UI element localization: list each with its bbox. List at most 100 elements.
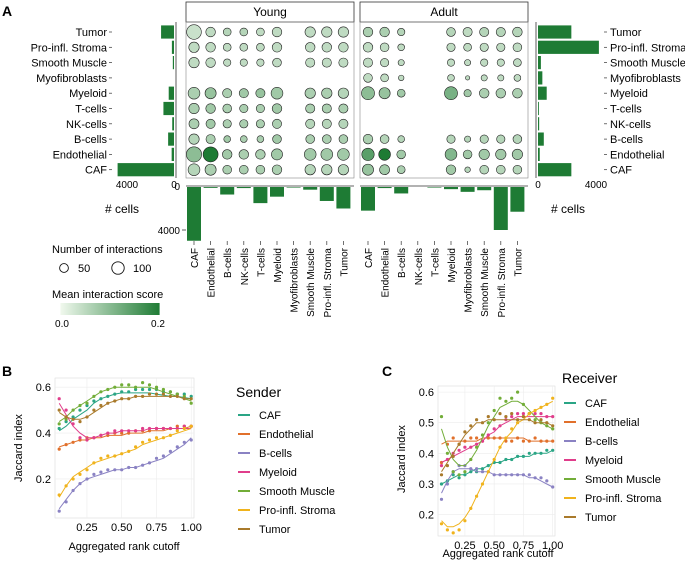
young-dot-t-cells-to-nk-cells [239,104,249,113]
adult-sender-bar-tumor [538,25,572,39]
point-caf [469,470,473,474]
young-receiver-label-nk-cells: NK-cells [240,248,251,285]
panel-b-xlabel: Aggregated rank cutoff [68,541,180,553]
adult-dot-endothelial-to-smooth-muscle [478,148,490,160]
legend-label-tumor: Tumor [259,524,291,536]
fit-line-myeloid [441,416,553,463]
point-tumor [457,442,461,446]
point-b-cells [439,497,444,501]
adult-sender-bar-endothelial [538,147,540,161]
point-smooth-muscle [551,427,555,431]
point-myeloid [113,429,117,433]
adult-dot-endothelial-to-myeloid [444,148,458,161]
point-caf [127,390,131,394]
young-dot-t-cells-to-smooth-muscle [305,103,316,114]
adult-receiver-bar-myofibroblasts [460,187,475,192]
point-smooth-muscle [516,390,520,394]
young-dot-t-cells-to-pro-infl-stroma [321,103,332,114]
young-dot-caf-to-t-cells [255,165,266,175]
point-caf [510,457,514,462]
young-receiver-bar-nk-cells [236,187,251,189]
young-sender-bar-caf [117,163,174,177]
point-smooth-muscle [445,451,449,455]
point-caf [545,448,549,452]
legend-label-caf: CAF [585,398,607,410]
point-b-cells [106,468,110,472]
adult-dot-endothelial-to-endothelial [378,148,391,161]
adult-receiver-label-nk-cells: NK-cells [414,248,425,285]
adult-dot-b-cells-to-endothelial [379,134,390,144]
panel-b-jaccard-plot: 0.25 0.50 0.75 1.00 0.2 0.4 0.6 [36,377,202,534]
point-smooth-muscle [510,396,514,400]
point-pro-infl-stroma [71,477,75,481]
adult-receiver-bar-smooth-muscle [477,187,492,191]
adult-dot-pro-infl-stroma-to-tumor [512,42,523,52]
adult-receiver-bar-b-cells [394,187,409,194]
point-endothelial [551,439,555,443]
point-myeloid [92,436,96,440]
point-b-cells [182,440,186,444]
x-tick-label: 1.00 [181,522,202,534]
point-endothelial [451,436,455,440]
point-b-cells [154,456,159,460]
right-axis-label: # cells [551,202,585,216]
sender-label-left-endothelial: Endothelial [53,149,107,161]
point-tumor [545,421,549,425]
point-tumor [439,473,444,477]
point-pro-infl-stroma [182,426,186,431]
adult-dot-myeloid-to-endothelial [378,87,391,100]
dotplot-panel-adult [359,21,529,179]
point-tumor [492,418,496,422]
sender-label-left-b-cells: B-cells [74,134,108,146]
point-b-cells [533,476,537,480]
point-b-cells [168,449,172,453]
point-tumor [147,392,152,396]
point-caf [539,451,543,455]
adult-dot-myofibroblasts-to-tumor [513,74,522,82]
point-caf [78,408,82,412]
young-receiver-label-t-cells: T-cells [256,248,267,277]
point-pro-infl-stroma [161,436,165,440]
young-receiver-label-pro-infl-stroma: Pro-infl. Stroma [323,248,334,318]
adult-dot-myofibroblasts-to-b-cells [398,74,405,81]
point-tumor [475,418,479,422]
point-pro-infl-stroma [539,405,543,409]
point-tumor [539,418,543,422]
point-tumor [78,420,82,424]
panel-a-label: A [2,3,12,19]
point-b-cells [92,472,96,476]
adult-dot-b-cells-to-pro-infl-stroma [496,134,506,144]
adult-dot-caf-to-caf [362,163,374,176]
y-tick-label: 0.3 [419,479,434,491]
point-pro-infl-stroma [457,528,461,532]
point-pro-infl-stroma [64,484,68,488]
point-b-cells [175,445,179,449]
young-dot-myeloid-to-b-cells [222,88,233,99]
adult-dot-caf-to-myeloid [445,164,457,175]
point-smooth-muscle [120,383,124,387]
point-tumor [189,397,193,401]
adult-dot-smooth-muscle-to-pro-infl-stroma [496,58,505,67]
young-dot-tumor-to-caf [186,24,202,40]
sender-label-left-myofibroblasts: Myofibroblasts [36,73,107,85]
point-b-cells [551,485,555,489]
point-b-cells [78,482,82,486]
point-smooth-muscle [463,470,467,474]
adult-dot-myofibroblasts-to-pro-infl-stroma [497,74,505,82]
bottom-tick-0: 0 [174,182,180,193]
adult-dot-b-cells-to-tumor [512,134,523,144]
young-sender-bar-tumor [161,25,174,39]
point-myeloid [120,429,124,433]
adult-receiver-bar-endothelial [377,187,392,189]
young-dot-smooth-muscle-to-endothelial [205,57,216,68]
point-myeloid [469,445,473,449]
point-b-cells [113,468,117,472]
fit-line-smooth-muscle [441,400,553,467]
adult-dot-caf-to-myofibroblasts [464,166,471,173]
sender-label-left-caf: CAF [85,165,107,177]
young-dot-smooth-muscle-to-tumor [338,57,349,68]
young-dot-pro-infl-stroma-to-b-cells [222,43,232,52]
legend-label-smooth-muscle: Smooth Muscle [585,474,661,486]
young-sender-bar-myeloid [168,86,174,100]
young-sender-bar-t-cells [163,101,174,116]
